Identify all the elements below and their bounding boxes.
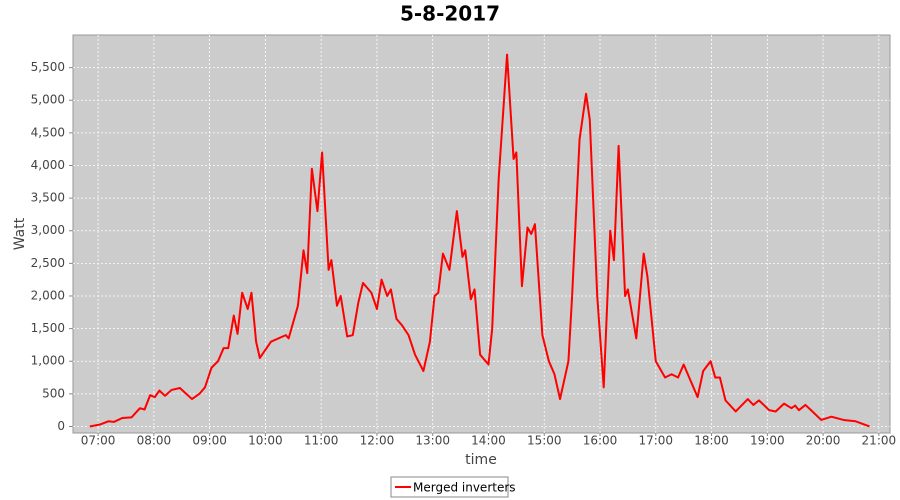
y-tick-label: 1,000 <box>31 354 65 368</box>
x-tick-label: 20:00 <box>806 434 841 448</box>
y-tick-label: 4,500 <box>31 125 65 139</box>
y-tick-label: 1,500 <box>31 321 65 335</box>
x-tick-label: 11:00 <box>304 434 339 448</box>
x-tick-label: 17:00 <box>638 434 673 448</box>
chart-title: 5-8-2017 <box>400 2 500 26</box>
x-tick-label: 10:00 <box>248 434 283 448</box>
y-axis-label: Watt <box>12 217 28 250</box>
x-axis-label: time <box>465 452 497 468</box>
x-tick-label: 08:00 <box>137 434 172 448</box>
x-tick-label: 15:00 <box>527 434 562 448</box>
x-tick-label: 18:00 <box>694 434 729 448</box>
series-line <box>89 53 870 428</box>
y-tick-label: 5,500 <box>31 60 65 74</box>
y-tick-label: 3,000 <box>31 223 65 237</box>
x-tick-label: 16:00 <box>583 434 618 448</box>
x-tick-label: 09:00 <box>192 434 227 448</box>
x-tick-label: 19:00 <box>750 434 785 448</box>
legend-label: Merged inverters <box>413 481 516 495</box>
x-tick-label: 07:00 <box>81 434 116 448</box>
y-tick-label: 500 <box>42 386 65 400</box>
x-tick-label: 13:00 <box>415 434 450 448</box>
y-tick-label: 4,000 <box>31 158 65 172</box>
y-tick-label: 2,000 <box>31 288 65 302</box>
legend <box>390 476 509 498</box>
x-tick-label: 21:00 <box>862 434 897 448</box>
y-tick-label: 3,500 <box>31 191 65 205</box>
x-tick-label: 12:00 <box>360 434 395 448</box>
y-tick-label: 5,000 <box>31 93 65 107</box>
plot-area <box>72 34 891 434</box>
y-tick-label: 0 <box>57 419 65 433</box>
y-tick-label: 2,500 <box>31 256 65 270</box>
x-tick-label: 14:00 <box>471 434 506 448</box>
